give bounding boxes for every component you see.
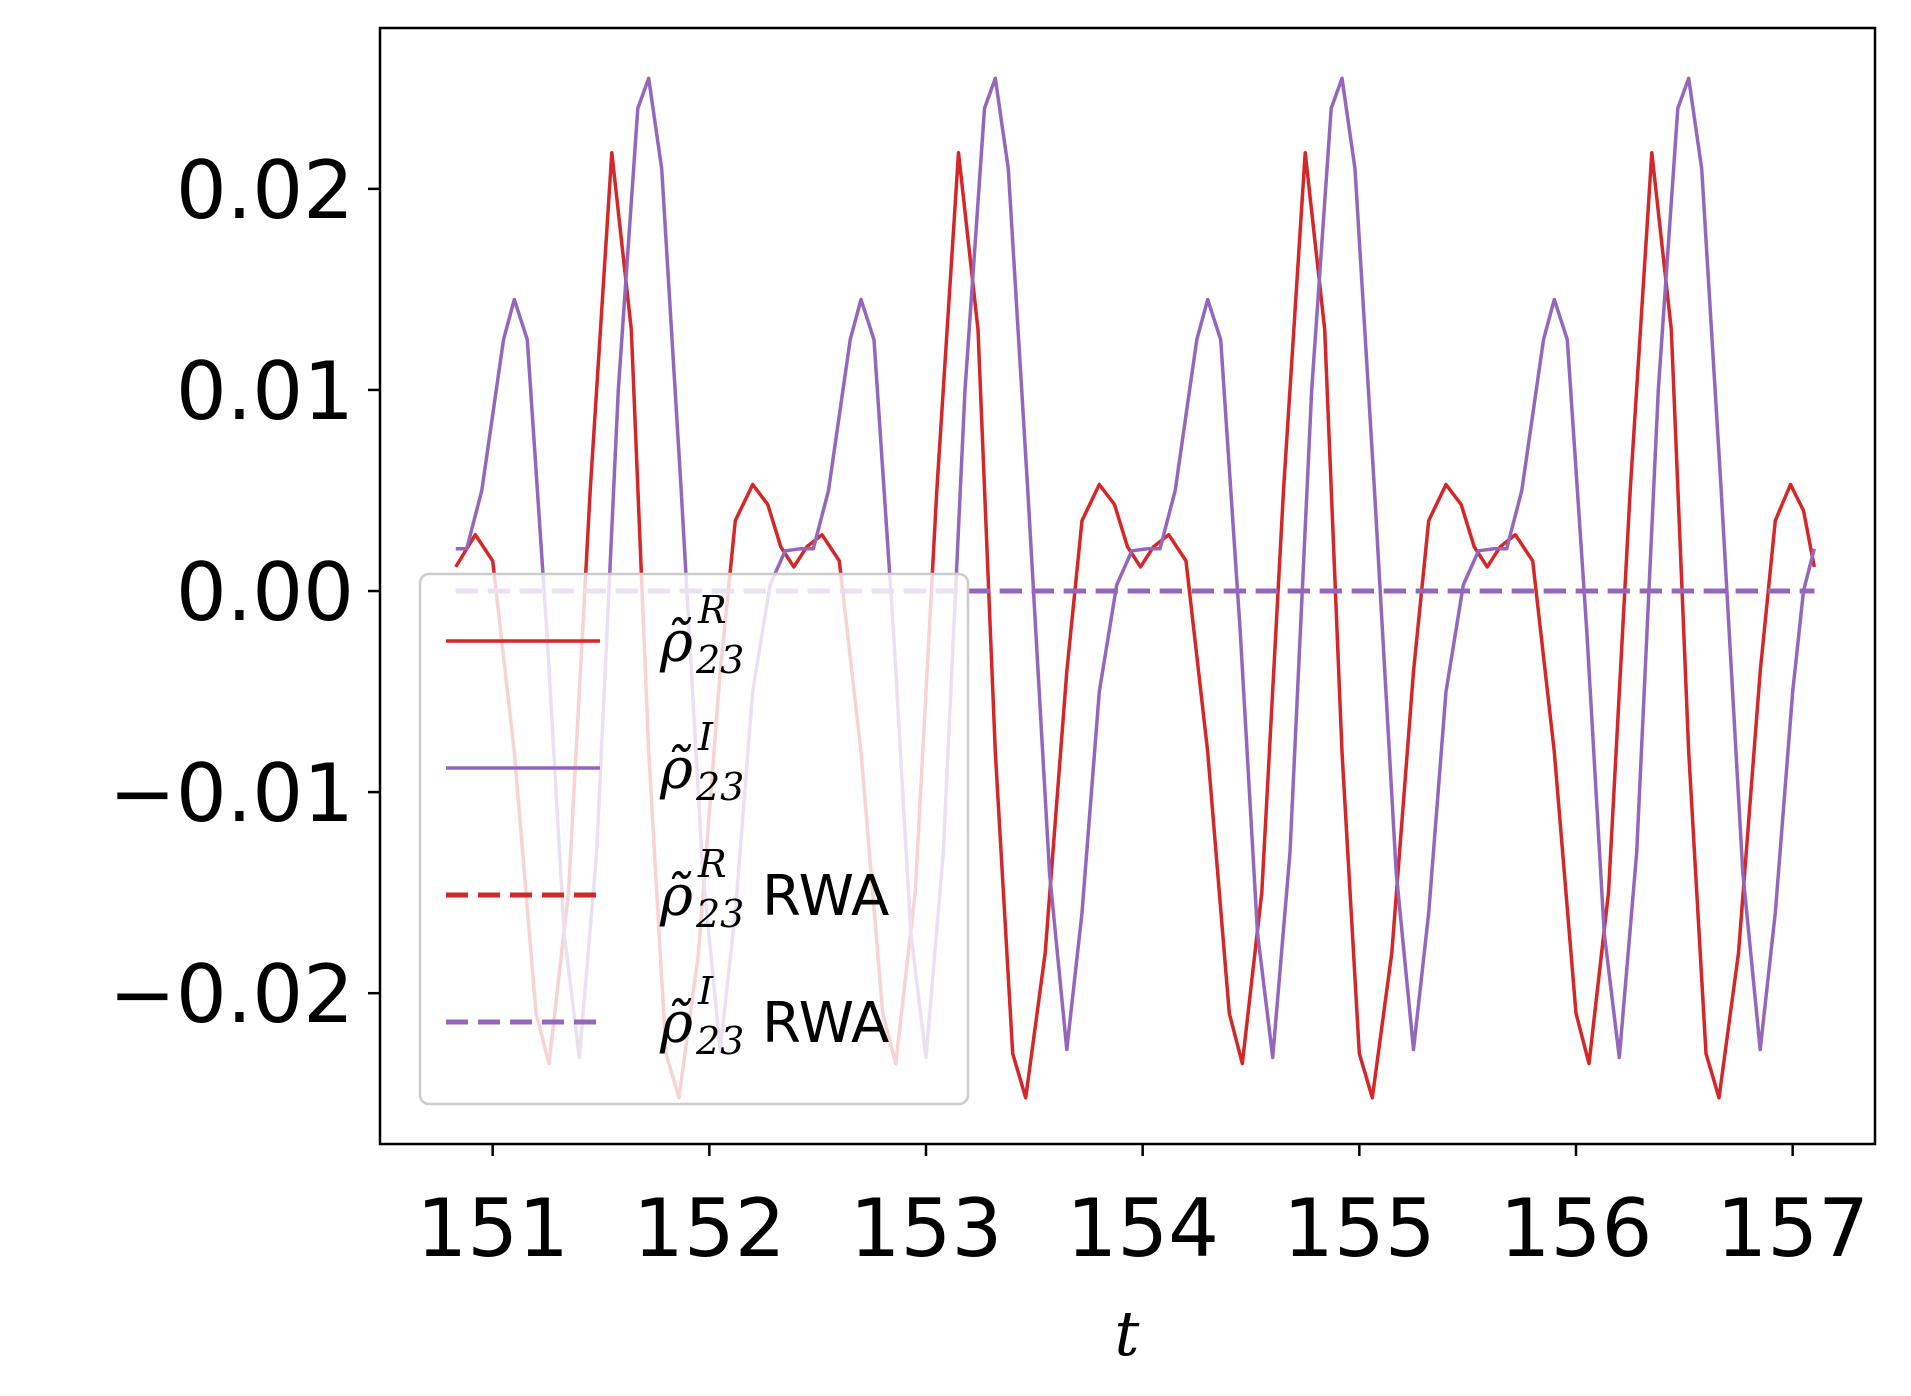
x-axis: 151 152 153 154 155 156 157	[416, 1144, 1869, 1275]
legend-symbol: ρ̃	[659, 991, 693, 1056]
legend-subscript: 23	[695, 1019, 744, 1063]
legend-superscript: I	[697, 715, 714, 759]
legend-subscript: 23	[695, 638, 744, 682]
series-rho-i-line	[455, 76, 1816, 1060]
legend-symbol: ρ̃	[659, 610, 693, 675]
legend-superscript: R	[697, 842, 727, 886]
y-tick-label: 0.02	[176, 144, 354, 237]
x-tick-label: 154	[1066, 1182, 1219, 1275]
x-tick-label: 156	[1500, 1182, 1653, 1275]
x-tick-label: 157	[1716, 1182, 1869, 1275]
legend-subscript: 23	[695, 892, 744, 936]
x-tick-label: 153	[850, 1182, 1003, 1275]
legend-subscript: 23	[695, 765, 744, 809]
x-tick-label: 151	[416, 1182, 569, 1275]
y-tick-label: −0.01	[109, 747, 354, 840]
legend-symbol: ρ̃	[659, 864, 693, 929]
x-tick-label: 155	[1283, 1182, 1436, 1275]
y-tick-label: 0.01	[176, 345, 354, 438]
x-tick-label: 152	[633, 1182, 786, 1275]
y-tick-label: −0.02	[109, 948, 354, 1041]
legend-symbol: ρ̃	[659, 737, 693, 802]
legend-superscript: R	[697, 588, 727, 632]
legend-suffix: RWA	[762, 991, 889, 1056]
y-tick-label: 0.00	[176, 546, 354, 639]
plot-frame	[378, 26, 1877, 1146]
legend-entry: ρ̃ I 23 RWA	[446, 969, 889, 1063]
legend-box	[418, 572, 970, 1106]
legend-suffix: RWA	[762, 864, 889, 929]
legend-entry: ρ̃ R 23	[446, 588, 744, 682]
y-axis: 0.02 0.01 0.00 −0.01 −0.02	[109, 144, 380, 1041]
legend-entry: ρ̃ R 23 RWA	[446, 842, 889, 936]
x-axis-label: t	[1115, 1297, 1140, 1370]
legend-superscript: I	[697, 969, 714, 1013]
legend-entry: ρ̃ I 23	[446, 715, 744, 809]
